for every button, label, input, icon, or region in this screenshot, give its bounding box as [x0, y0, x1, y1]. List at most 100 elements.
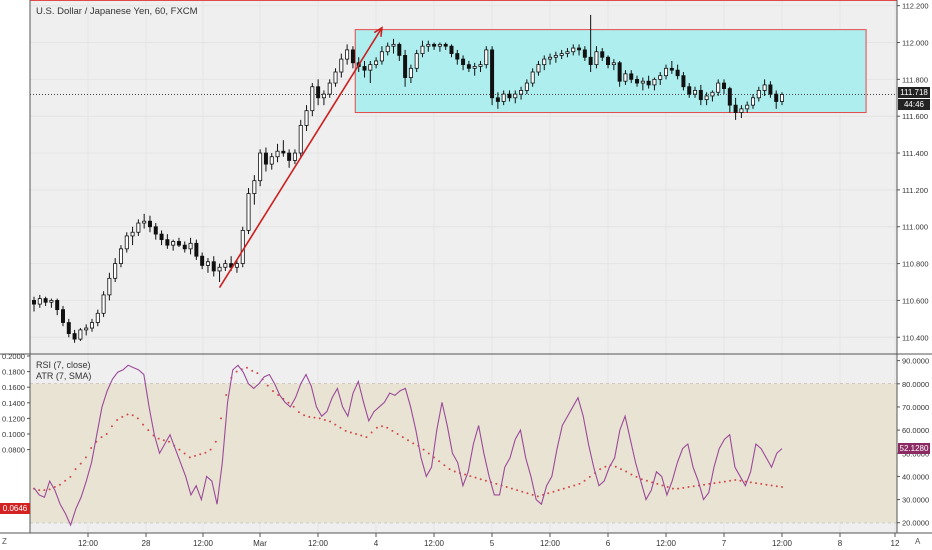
candle-body: [733, 104, 738, 113]
candle-body: [426, 43, 431, 47]
candle-body: [513, 93, 518, 99]
candle-body: [536, 64, 541, 73]
atr-dot: [266, 384, 269, 387]
atr-dot: [334, 423, 337, 426]
candle-body: [687, 86, 692, 95]
atr-dot: [396, 433, 399, 435]
candle-body: [745, 104, 750, 110]
rsi-tick-label: 70.0000: [902, 403, 929, 412]
candle-body: [484, 49, 489, 66]
candle-body: [722, 82, 727, 89]
atr-dot: [469, 475, 472, 478]
candle-body: [664, 67, 669, 77]
candle-body: [118, 248, 123, 264]
candle-body: [43, 298, 48, 303]
atr-dot: [292, 405, 295, 408]
atr-dot: [38, 489, 41, 492]
candle-body: [147, 220, 152, 228]
atr-dot: [443, 464, 446, 467]
axes: [0, 0, 932, 534]
atr-dot: [58, 483, 61, 486]
candle-body: [95, 312, 100, 323]
candle-body: [176, 241, 181, 246]
atr-dot: [375, 426, 378, 429]
atr-dot: [110, 425, 113, 428]
atr-dot: [718, 481, 721, 484]
atr-dot: [69, 475, 72, 478]
candle-body: [443, 43, 448, 47]
rsi-tick-label: 30.0000: [902, 496, 929, 505]
candle-body: [756, 90, 761, 99]
candle-body: [449, 45, 454, 54]
atr-dot: [412, 442, 415, 445]
atr-dot: [775, 485, 778, 488]
candle-body: [774, 93, 779, 102]
atr-dot: [552, 490, 555, 493]
candle-body: [704, 95, 709, 101]
candle-body: [646, 80, 651, 86]
range-box-annotation[interactable]: [354, 29, 867, 114]
atr-dot: [323, 418, 326, 421]
atr-dot: [687, 486, 690, 489]
candle-body: [240, 230, 245, 264]
atr-dot: [521, 490, 524, 493]
price-tick-label: 110.800: [902, 260, 929, 269]
last-price-label: 111.718: [898, 87, 930, 98]
candle-body: [548, 56, 553, 60]
atr-dot: [235, 370, 238, 373]
atr-axis-ticks: 0.2000 0.1800 0.1600 0.1400 0.1200 0.1000 0.08…: [2, 352, 30, 455]
atr-dot: [448, 468, 451, 471]
atr-tick-label: 0.1400: [2, 399, 25, 408]
atr-dot: [74, 468, 77, 471]
candle-body: [617, 62, 622, 82]
atr-dot: [43, 489, 46, 492]
candle-body: [432, 43, 437, 47]
atr-dot: [739, 479, 742, 482]
chart-title: U.S. Dollar / Japanese Yen, 60, FXCM: [36, 6, 198, 17]
candle-body: [72, 333, 77, 340]
candle-body: [113, 263, 118, 279]
candle-body: [205, 261, 210, 266]
axis-corner-left[interactable]: Z: [2, 537, 7, 546]
atr-dot: [562, 487, 565, 490]
price-axis-ticks: 112.200 112.000 111.800 111.600 111.400 111.2…: [897, 2, 929, 342]
atr-dot: [329, 420, 332, 423]
atr-tick-label: 0.2000: [2, 352, 25, 361]
axis-corner-right[interactable]: A: [915, 537, 921, 546]
candle-body: [66, 322, 71, 334]
atr-dot: [391, 429, 394, 432]
atr-dot: [510, 487, 513, 490]
atr-dot: [770, 484, 773, 487]
atr-dot: [557, 489, 560, 492]
candle-body: [530, 71, 535, 84]
candle-body: [234, 263, 239, 268]
candle-body: [368, 64, 373, 71]
candle-body: [635, 78, 640, 84]
atr-tick-label: 0.1000: [2, 430, 25, 439]
candle-body: [188, 242, 193, 250]
price-tick-label: 112.200: [902, 2, 929, 11]
rsi-legend: RSI (7, close): [36, 360, 91, 370]
atr-dot: [682, 486, 685, 489]
candle-body: [780, 94, 784, 102]
candle-body: [78, 329, 83, 340]
candle-body: [437, 43, 442, 47]
atr-dot: [619, 468, 622, 471]
atr-dot: [90, 447, 93, 450]
candle-body: [461, 58, 466, 66]
candle-body: [582, 49, 587, 58]
trend-arrow-annotation[interactable]: [218, 26, 383, 288]
atr-dot: [271, 390, 274, 393]
candle-body: [339, 58, 344, 73]
atr-dot: [365, 436, 368, 439]
candle-body: [600, 51, 605, 58]
candle-body: [565, 51, 570, 54]
rsi-band: [30, 383, 897, 523]
candle-body: [698, 90, 703, 101]
price-tick-label: 111.200: [902, 186, 928, 195]
time-axis-ticks: 12:00 28 12:00 Mar 12:00 4 12:00 5 12:00 6 12:00 7 1…: [78, 533, 900, 548]
atr-dot: [438, 460, 441, 463]
candle-body: [640, 80, 645, 84]
candle-body: [739, 108, 744, 113]
